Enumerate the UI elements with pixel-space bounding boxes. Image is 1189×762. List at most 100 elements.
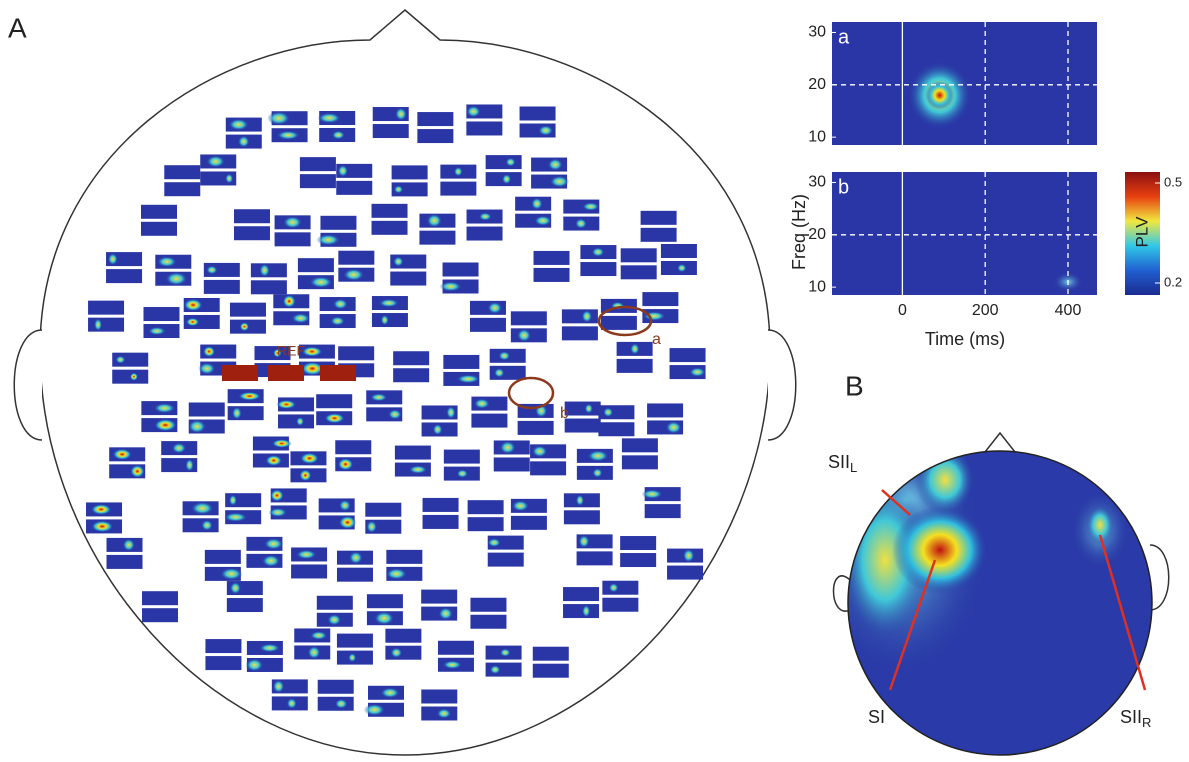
sensor-map — [291, 564, 327, 578]
sensor-map — [278, 414, 314, 428]
sensor-blob — [246, 658, 264, 671]
sensor-map — [205, 639, 241, 653]
sensor-map — [602, 598, 638, 612]
ref-sensor — [222, 365, 258, 381]
sensor-map — [337, 568, 373, 582]
sensor-blob — [225, 173, 233, 183]
x-tick-label: 400 — [1055, 302, 1082, 319]
sensor-blob — [343, 268, 364, 280]
sensor-map — [440, 182, 476, 196]
sensor-blob — [579, 535, 590, 548]
sensor-blob — [440, 281, 462, 291]
sensor-blob — [188, 420, 206, 434]
sensor-blob — [487, 538, 500, 547]
sensor-blob — [338, 165, 348, 177]
marker-label: b — [560, 405, 569, 422]
marker-ellipse — [509, 378, 553, 408]
sensor-map — [580, 262, 616, 276]
sensor-map — [338, 251, 374, 265]
sensor-map — [164, 182, 200, 196]
sensor-map — [647, 403, 683, 417]
sensor-map — [621, 248, 657, 262]
sensor-blob — [154, 419, 177, 431]
sensor-map — [511, 311, 547, 325]
sensor-blob — [309, 276, 332, 288]
sensor-blob — [335, 699, 348, 709]
sensor-blob — [91, 521, 113, 533]
sensor-blob — [277, 131, 300, 140]
sensor-blob — [502, 174, 511, 184]
sensor-blob — [388, 409, 402, 419]
sensor-blob — [487, 302, 502, 314]
sensor-blob — [531, 197, 543, 209]
sensor-map — [395, 446, 431, 460]
sensor-map — [468, 517, 504, 531]
sensor-map — [275, 232, 311, 246]
sensor-blob — [264, 538, 283, 550]
sensor-blob — [157, 256, 177, 267]
sensor-map — [620, 536, 656, 550]
sensor-map — [106, 269, 142, 283]
sensor-map — [511, 516, 547, 530]
sensor-map — [336, 181, 372, 195]
sensor-blob — [91, 504, 112, 515]
sensor-blob — [532, 445, 548, 457]
sensor-blob — [229, 494, 237, 505]
sensor-blob — [296, 550, 317, 560]
sensor-map — [421, 590, 457, 604]
annotation-sub: R — [1142, 715, 1151, 730]
sensor-blob — [165, 272, 187, 286]
sensor-map — [621, 265, 657, 279]
topomap — [810, 440, 1160, 762]
x-axis-label: Time (ms) — [925, 329, 1005, 349]
sensor-map — [88, 301, 124, 315]
sensor-map — [518, 421, 554, 435]
sensor-blob — [287, 698, 297, 709]
sensor-blob — [576, 495, 584, 506]
panel-label: B — [845, 370, 864, 401]
sensor-blob — [374, 611, 394, 625]
sensor-map — [320, 216, 356, 230]
sensor-map — [641, 228, 677, 242]
sensor-map — [372, 204, 408, 218]
sensor-map — [335, 440, 371, 454]
panel-label: A — [8, 12, 27, 43]
sensor-blob — [316, 234, 340, 245]
sensor-blob — [409, 465, 428, 473]
sensor-map — [338, 346, 374, 360]
sensor-blob — [269, 508, 288, 517]
sensor-map — [533, 664, 569, 678]
sensor-blob — [307, 646, 320, 659]
sensor-blob — [386, 568, 407, 580]
sensor-blob — [273, 680, 285, 693]
sensor-map — [598, 422, 634, 436]
sensor-blob — [364, 704, 385, 716]
sensor-blob — [498, 351, 510, 360]
sensor-map — [471, 414, 507, 428]
sensor-map — [251, 280, 287, 294]
sensor-map — [468, 500, 504, 514]
sensor-blob — [466, 105, 481, 117]
sensor-map — [227, 598, 263, 612]
sensor-map — [443, 355, 479, 369]
head-outline — [40, 10, 770, 755]
sensor-blob — [500, 648, 511, 656]
sensor-blob — [339, 516, 356, 529]
sensor-blob — [603, 407, 613, 417]
sensor-map — [189, 403, 225, 417]
sensor-blob — [130, 373, 138, 381]
sensor-blob — [232, 407, 242, 420]
tf-blob — [926, 81, 954, 109]
sensor-map — [423, 515, 459, 529]
y-tick-label: 20 — [808, 226, 826, 243]
sensor-map — [470, 615, 506, 629]
sensor-blob — [609, 583, 619, 593]
sensor-map — [421, 689, 457, 703]
colorbar-tick-label: 0.2 — [1164, 274, 1182, 289]
sensor-map — [488, 553, 524, 567]
sensor-blob — [548, 158, 563, 170]
sensor-blob — [534, 216, 552, 226]
sensor-map — [385, 629, 421, 643]
sensor-map — [141, 205, 177, 219]
sensor-map — [641, 211, 677, 225]
